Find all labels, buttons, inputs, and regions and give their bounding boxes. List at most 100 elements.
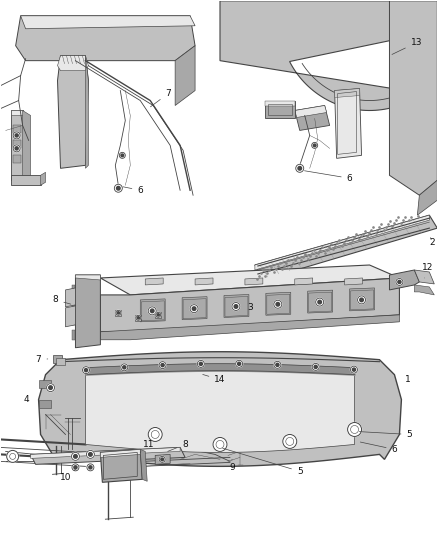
Circle shape (117, 312, 120, 314)
Circle shape (159, 361, 166, 369)
Circle shape (296, 164, 304, 172)
Text: 6: 6 (360, 442, 397, 454)
Polygon shape (72, 285, 75, 295)
Polygon shape (11, 110, 23, 116)
Text: 5: 5 (223, 448, 303, 476)
Polygon shape (13, 155, 21, 163)
Circle shape (46, 384, 54, 392)
Polygon shape (265, 101, 295, 118)
Polygon shape (39, 379, 50, 387)
Text: 8: 8 (53, 295, 71, 304)
Polygon shape (350, 288, 374, 311)
Text: 14: 14 (203, 375, 226, 384)
Circle shape (276, 303, 279, 306)
Polygon shape (13, 140, 21, 148)
Circle shape (114, 184, 122, 192)
Polygon shape (72, 330, 75, 340)
Polygon shape (389, 1, 437, 195)
Polygon shape (135, 315, 141, 321)
Circle shape (123, 366, 126, 369)
Polygon shape (72, 315, 75, 325)
Text: 10: 10 (60, 470, 75, 482)
Polygon shape (11, 175, 41, 185)
Polygon shape (41, 172, 46, 185)
Circle shape (234, 305, 238, 308)
Polygon shape (31, 447, 185, 464)
Text: 8: 8 (168, 440, 188, 451)
Polygon shape (11, 110, 23, 180)
Polygon shape (57, 55, 88, 71)
Polygon shape (100, 265, 399, 295)
Text: 7: 7 (150, 89, 171, 107)
Circle shape (117, 187, 120, 190)
Circle shape (353, 368, 356, 371)
Polygon shape (265, 101, 295, 106)
Circle shape (396, 278, 403, 286)
Polygon shape (175, 46, 195, 106)
Polygon shape (85, 55, 88, 168)
Circle shape (398, 280, 401, 284)
Circle shape (136, 316, 141, 320)
Circle shape (313, 144, 316, 147)
Circle shape (192, 307, 196, 310)
Polygon shape (115, 310, 121, 316)
Polygon shape (308, 290, 332, 313)
Polygon shape (100, 449, 142, 482)
Polygon shape (13, 125, 21, 133)
Circle shape (350, 366, 357, 373)
Circle shape (274, 300, 282, 308)
Polygon shape (53, 355, 63, 362)
Polygon shape (335, 88, 360, 98)
Circle shape (86, 450, 95, 458)
Polygon shape (255, 215, 437, 280)
Circle shape (13, 145, 20, 152)
Text: 6: 6 (304, 171, 353, 183)
Circle shape (298, 166, 301, 170)
Circle shape (71, 453, 79, 461)
Text: 7: 7 (36, 355, 48, 364)
Polygon shape (414, 285, 434, 295)
Text: 1: 1 (405, 375, 410, 384)
Polygon shape (39, 352, 401, 466)
Circle shape (89, 466, 92, 469)
Polygon shape (245, 278, 263, 285)
Text: 3: 3 (247, 303, 253, 312)
Polygon shape (266, 292, 291, 315)
Circle shape (213, 438, 227, 451)
Circle shape (155, 312, 161, 317)
Polygon shape (57, 55, 88, 168)
Circle shape (49, 386, 52, 390)
Polygon shape (16, 16, 195, 61)
Circle shape (318, 300, 321, 304)
Polygon shape (345, 278, 363, 285)
Circle shape (274, 361, 281, 368)
Circle shape (87, 464, 94, 471)
Circle shape (276, 364, 279, 366)
Polygon shape (39, 400, 50, 408)
Polygon shape (100, 315, 399, 340)
Circle shape (15, 134, 18, 137)
Polygon shape (255, 215, 429, 270)
Circle shape (198, 360, 205, 367)
Polygon shape (140, 299, 165, 322)
Polygon shape (414, 270, 434, 284)
Circle shape (190, 305, 198, 313)
Polygon shape (75, 275, 100, 348)
Circle shape (119, 152, 125, 158)
Circle shape (283, 434, 297, 448)
Circle shape (116, 310, 121, 316)
Polygon shape (140, 449, 147, 481)
Circle shape (13, 132, 20, 139)
Circle shape (82, 367, 89, 374)
Polygon shape (389, 270, 419, 290)
Polygon shape (85, 367, 355, 453)
Circle shape (7, 450, 19, 462)
Circle shape (74, 466, 77, 469)
Circle shape (148, 307, 156, 315)
Circle shape (360, 298, 364, 302)
Polygon shape (100, 278, 399, 332)
Polygon shape (295, 106, 327, 117)
Circle shape (316, 298, 324, 306)
Polygon shape (23, 110, 31, 180)
Text: 12: 12 (422, 263, 433, 278)
